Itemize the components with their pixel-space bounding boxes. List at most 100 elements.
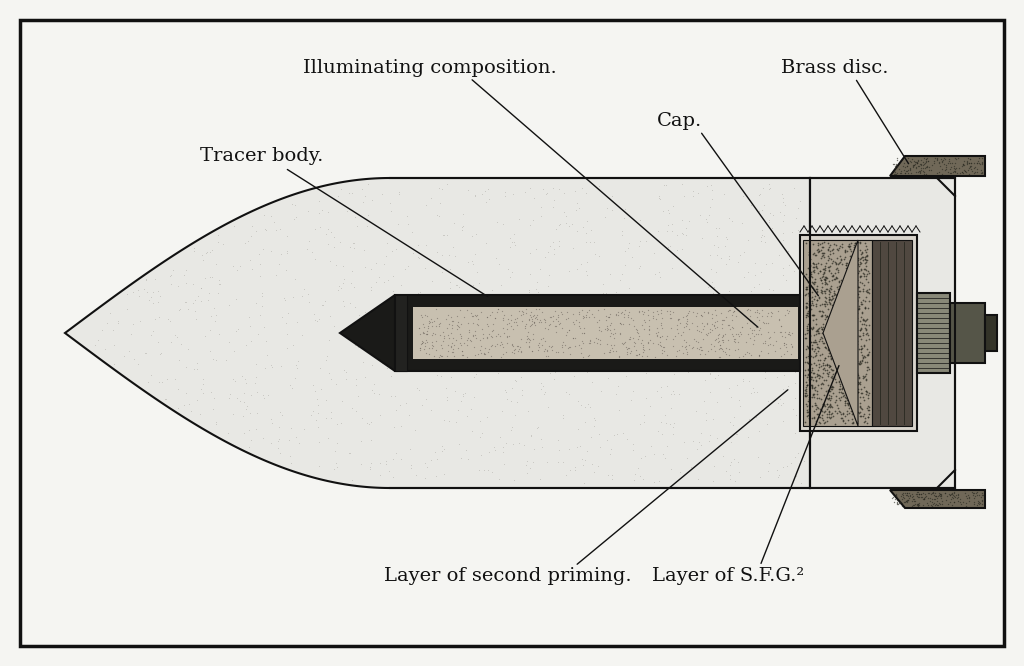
Point [921,488,937,498]
Point [776,326,793,337]
Point [716,349,732,360]
Point [797,220,813,231]
Point [558,314,574,325]
Point [612,329,629,340]
Point [385,472,401,483]
Point [676,334,692,345]
Point [184,298,201,308]
Point [538,315,554,326]
Point [714,318,730,329]
Point [860,284,877,294]
Point [944,158,961,168]
Point [848,316,864,327]
Point [425,316,441,326]
Point [463,328,479,339]
Point [422,405,438,416]
Point [574,352,591,362]
Point [942,168,958,178]
Point [574,460,591,470]
Point [548,224,564,234]
Point [840,332,856,342]
Point [208,310,224,321]
Point [468,332,484,343]
Point [693,310,710,320]
Point [514,312,530,322]
Point [909,157,926,168]
Point [611,317,628,328]
Point [197,331,213,342]
Text: Cap.: Cap. [657,112,702,130]
Point [233,370,250,381]
Point [847,374,863,385]
Point [822,297,839,308]
Point [888,168,904,179]
Point [826,338,843,349]
Point [255,390,271,400]
Point [658,441,675,452]
Point [575,311,592,322]
Point [586,421,602,432]
Point [366,378,382,389]
Point [848,368,864,378]
Point [806,412,822,423]
Point [734,191,751,202]
Point [831,300,848,311]
Point [497,384,513,395]
Point [437,314,454,324]
Point [492,330,508,341]
Point [388,244,404,254]
Point [613,307,630,318]
Point [739,329,756,340]
Point [186,306,203,317]
Point [812,305,828,316]
Point [801,396,817,406]
Point [751,350,767,360]
Point [430,320,446,331]
Point [653,318,670,328]
Point [711,222,727,233]
Point [819,344,836,354]
Point [708,323,724,334]
Point [912,159,929,169]
Point [819,334,836,344]
Point [799,341,815,352]
Point [773,321,790,332]
Point [414,312,430,322]
Point [903,157,920,168]
Point [754,304,770,315]
Point [401,322,418,333]
Point [938,495,954,505]
Point [816,298,833,309]
Point [800,369,816,380]
Point [709,433,725,444]
Point [553,307,569,318]
Point [101,308,118,318]
Point [806,261,822,272]
Point [651,332,668,342]
Point [819,261,836,272]
Point [388,405,404,416]
Point [825,387,842,398]
Point [810,346,826,356]
Point [716,188,732,199]
Polygon shape [823,240,858,426]
Point [841,316,857,327]
Point [279,245,295,256]
Point [807,382,823,393]
Point [842,374,858,385]
Point [688,336,705,346]
Point [502,271,518,282]
Text: Tracer body.: Tracer body. [200,147,324,165]
Point [725,307,741,318]
Point [833,341,849,352]
Point [447,416,464,427]
Point [593,326,609,337]
Point [806,389,822,400]
Point [236,396,252,407]
Point [959,158,976,168]
Point [969,500,985,510]
Point [208,259,224,270]
Point [843,400,859,410]
Point [587,415,603,426]
Point [182,406,199,417]
